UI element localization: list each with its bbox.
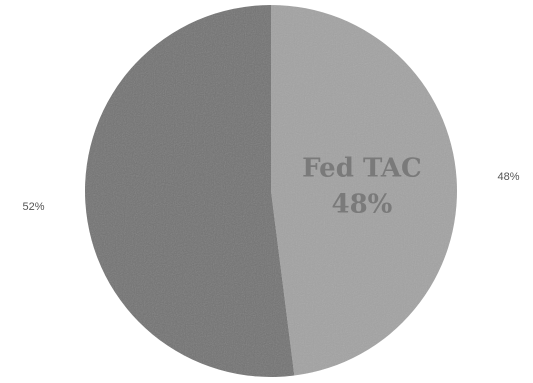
slice-1-inside-label-1: Fed TAC [302, 153, 422, 183]
pie-labels: 48% Fed TAC 48% 52% [22, 153, 519, 219]
slice-2-outside-label: 52% [22, 201, 44, 213]
pie-slice-1 [271, 4, 458, 376]
pie-slices [85, 4, 458, 377]
slice-1-outside-label: 48% [498, 171, 520, 183]
pie-slice-2 [85, 5, 295, 377]
slice-1-inside-label-2: 48% [332, 189, 393, 219]
